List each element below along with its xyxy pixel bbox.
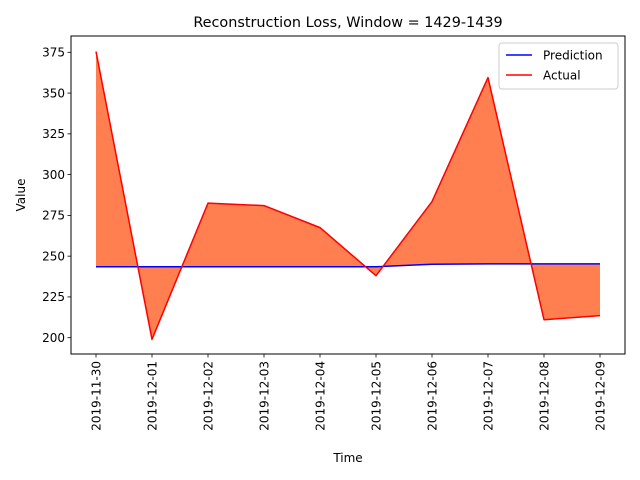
series-line-prediction <box>96 263 600 268</box>
x-tick-label: 2019-12-01 <box>146 361 160 431</box>
fill-between-area <box>96 51 600 340</box>
x-tick-label: 2019-11-30 <box>90 361 104 431</box>
y-axis-label: Value <box>14 179 28 212</box>
y-tick-label: 350 <box>42 86 65 100</box>
x-tick-label: 2019-12-03 <box>258 361 272 431</box>
y-tick-label: 275 <box>42 209 65 223</box>
x-tick-label: 2019-12-02 <box>202 361 216 431</box>
series-lines <box>95 51 601 341</box>
x-axis: 2019-11-30 2019-12-01 2019-12-02 2019-12-03… <box>90 354 608 431</box>
legend-label-actual: Actual <box>543 69 581 83</box>
x-tick-label: 2019-12-09 <box>594 361 608 431</box>
x-tick-label: 2019-12-04 <box>314 361 328 431</box>
y-axis: 200 225 250 275 300 325 350 375 <box>42 46 71 345</box>
x-tick-label: 2019-12-08 <box>538 361 552 431</box>
x-axis-label: Time <box>332 451 362 465</box>
plot-frame <box>70 35 626 355</box>
x-tick-label: 2019-12-07 <box>482 361 496 431</box>
y-tick-label: 225 <box>42 290 65 304</box>
y-tick-label: 200 <box>42 331 65 345</box>
y-tick-label: 375 <box>42 46 65 60</box>
legend: Prediction Actual <box>498 42 619 90</box>
difference-fill <box>96 51 600 340</box>
series-line-actual <box>95 51 601 341</box>
x-tick-label: 2019-12-05 <box>370 361 384 431</box>
y-tick-label: 300 <box>42 168 65 182</box>
x-tick-label: 2019-12-06 <box>426 361 440 431</box>
legend-label-prediction: Prediction <box>543 49 603 63</box>
chart-title: Reconstruction Loss, Window = 1429-1439 <box>193 15 502 31</box>
y-tick-label: 325 <box>42 127 65 141</box>
y-tick-label: 250 <box>42 249 65 263</box>
